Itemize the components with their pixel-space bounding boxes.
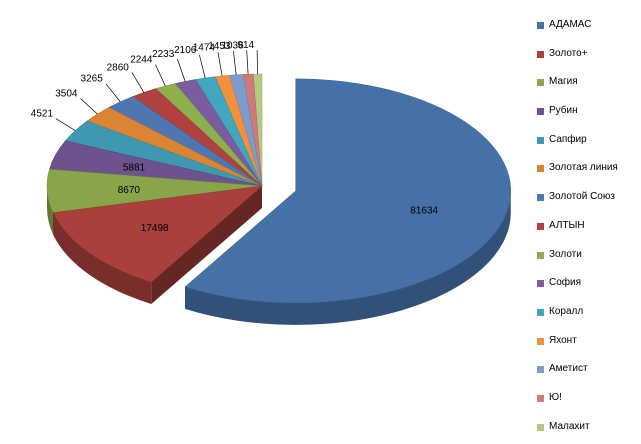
data-label: 2106 <box>174 45 197 56</box>
legend-item: Ю! <box>533 387 637 416</box>
data-label: 2233 <box>152 49 175 60</box>
legend-label: Малахит <box>549 420 590 432</box>
leader-line <box>176 58 186 82</box>
legend-item: Золото+ <box>533 43 637 72</box>
leader-line <box>55 118 76 131</box>
data-label: 1453 <box>208 41 231 52</box>
pie-slice <box>184 78 511 325</box>
legend-swatch <box>537 108 544 116</box>
legend-item: Коралл <box>533 301 637 330</box>
leader-lines-layer <box>55 50 258 131</box>
data-label: 17498 <box>141 223 169 234</box>
legend-item: АДАМАС <box>533 14 637 43</box>
leader-line <box>233 50 237 75</box>
data-label: 3504 <box>55 89 78 100</box>
data-label: 1474 <box>193 42 216 53</box>
legend-item: Малахит <box>533 416 637 444</box>
legend-item: Магия <box>533 71 637 100</box>
leader-line <box>131 72 145 93</box>
legend-label: Рубин <box>549 105 578 117</box>
slice-top-0 <box>184 78 511 304</box>
legend-item: Сапфир <box>533 129 637 158</box>
legend-label: Магия <box>549 76 578 88</box>
legend-label: Золотой Союз <box>549 191 615 203</box>
data-labels-layer: 81634 17498 8670 5881 4521350432652860224422… <box>31 40 439 234</box>
legend-swatch <box>537 251 544 259</box>
legend-item: Золотая линия <box>533 157 637 186</box>
slices-layer <box>46 73 511 325</box>
leader-line <box>155 64 166 87</box>
leader-line <box>217 52 223 77</box>
legend-swatch <box>537 337 544 345</box>
data-label: 81634 <box>410 205 438 216</box>
data-label: 2860 <box>107 62 130 73</box>
data-label: 4521 <box>31 109 54 120</box>
legend-swatch <box>537 194 544 202</box>
data-label: 5881 <box>123 163 146 174</box>
legend-swatch <box>537 280 544 288</box>
legend-item: София <box>533 272 637 301</box>
legend-label: Сапфир <box>549 133 587 145</box>
legend-swatch <box>537 394 544 402</box>
legend: АДАМАС Золото+ Магия Рубин Сапфир Золотая лин… <box>533 14 637 444</box>
legend-label: АЛТЫН <box>549 219 585 231</box>
legend-item: Рубин <box>533 100 637 129</box>
leader-line <box>246 50 249 75</box>
legend-item: Золоти <box>533 244 637 273</box>
leader-line <box>105 83 121 102</box>
legend-swatch <box>537 136 544 144</box>
legend-label: София <box>549 277 582 289</box>
legend-label: Ю! <box>549 391 562 403</box>
leader-line <box>80 98 98 115</box>
pie-slice <box>52 185 263 305</box>
legend-swatch <box>537 50 544 58</box>
leader-line <box>199 54 206 79</box>
data-label: 3265 <box>81 74 104 85</box>
legend-label: Аметист <box>549 363 588 375</box>
data-label: 8670 <box>118 185 141 196</box>
legend-swatch <box>537 423 544 431</box>
legend-swatch <box>537 79 544 87</box>
legend-label: Коралл <box>549 305 584 317</box>
legend-swatch <box>537 366 544 374</box>
legend-item: Яхонт <box>533 330 637 359</box>
legend-swatch <box>537 165 544 173</box>
slice-top-1 <box>52 185 263 283</box>
legend-label: Золото+ <box>549 47 588 59</box>
legend-label: Золоти <box>549 248 582 260</box>
legend-label: АДАМАС <box>549 19 592 30</box>
slice-side-wall <box>151 186 262 305</box>
data-label: 2244 <box>130 55 153 66</box>
data-label: 914 <box>237 40 254 51</box>
legend-item: Золотой Союз <box>533 186 637 215</box>
legend-label: Яхонт <box>549 334 577 346</box>
slice-outer-wall <box>47 186 54 235</box>
legend-label: Золотая линия <box>549 162 618 174</box>
legend-item: Аметист <box>533 358 637 387</box>
legend-swatch <box>537 22 544 29</box>
slice-outer-wall <box>53 212 152 305</box>
legend-swatch <box>537 308 544 316</box>
slice-outer-wall <box>185 190 511 325</box>
legend-item: АЛТЫН <box>533 215 637 244</box>
data-label: 1036 <box>221 40 244 51</box>
legend-swatch <box>537 222 544 230</box>
